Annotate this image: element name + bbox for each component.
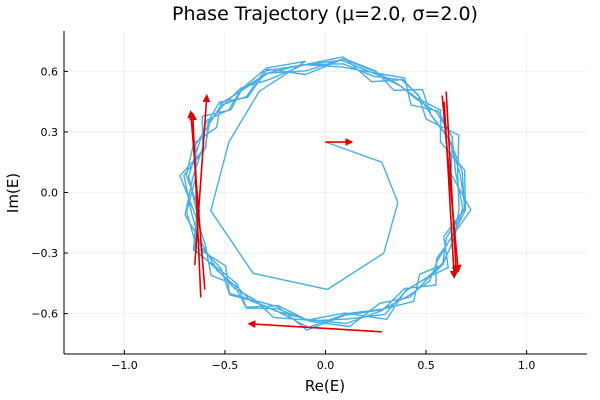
x-axis-label: Re(E) [305,377,345,395]
trajectory-layer [179,56,472,331]
chart-title: Phase Trajectory (μ=2.0, σ=2.0) [172,3,478,25]
direction-arrow [193,94,211,266]
x-tick-label: −1.0 [111,359,138,372]
x-tick-labels: −1.0 −0.5 0.0 0.5 1.0 [111,350,535,372]
y-tick-label: 0.3 [41,126,59,139]
y-tick-label: −0.3 [31,247,58,260]
direction-arrow [247,320,382,333]
trajectory-line [179,56,472,331]
grid [64,31,587,354]
x-tick-label: 1.0 [518,359,536,372]
y-tick-label: 0.6 [41,65,59,78]
direction-arrow [443,101,458,279]
direction-arrow [189,112,202,298]
y-axis-label: Im(E) [4,173,22,213]
y-tick-labels: 0.6 0.3 0.0 −0.3 −0.6 [31,65,68,321]
direction-arrow [445,91,460,275]
x-tick-label: −0.5 [212,359,239,372]
y-tick-label: 0.0 [41,187,59,200]
x-tick-label: 0.5 [417,359,435,372]
y-tick-label: −0.6 [31,308,58,321]
arrow-layer [187,91,462,333]
direction-arrow [187,110,206,290]
x-tick-label: 0.0 [317,359,335,372]
